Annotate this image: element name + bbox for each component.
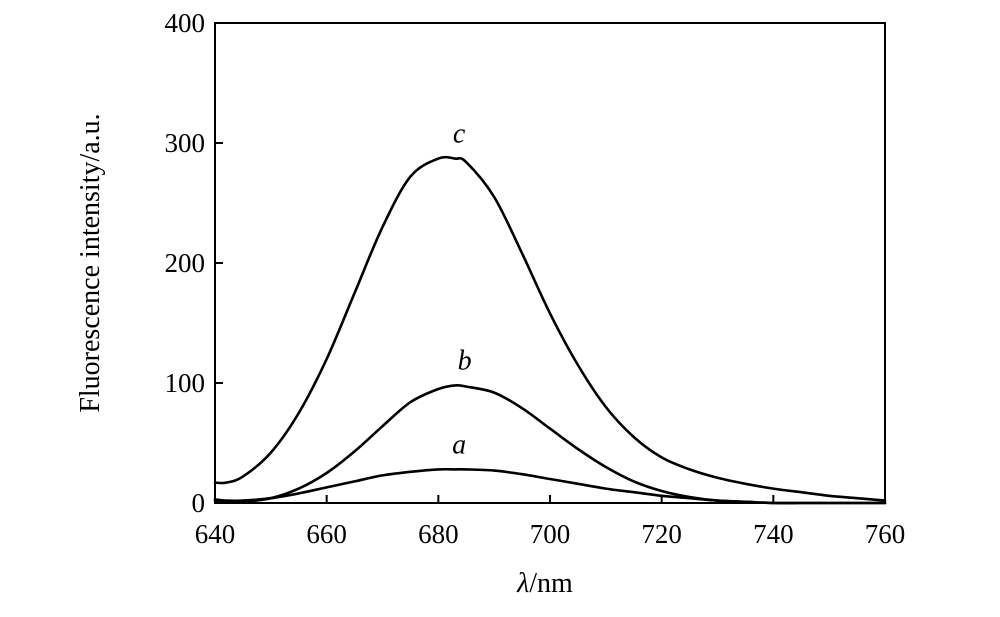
- x-tick-label: 700: [530, 519, 571, 549]
- y-tick-label: 0: [192, 488, 206, 518]
- x-axis-unit: /nm: [529, 568, 573, 599]
- x-tick-label: 680: [418, 519, 459, 549]
- curve-label-a: a: [452, 429, 466, 460]
- series-line-b: [213, 383, 887, 505]
- curve-label-c: c: [453, 119, 466, 150]
- y-axis-title: Fluorescence intensity/a.u.: [75, 113, 106, 412]
- plot-frame: [214, 22, 886, 504]
- x-tick-label: 720: [641, 519, 682, 549]
- y-tick-label: 300: [165, 128, 206, 158]
- y-axis-ticks: 0 100 200 300 400: [165, 8, 223, 518]
- y-tick-label: 400: [165, 8, 206, 38]
- x-tick-label: 640: [195, 519, 236, 549]
- series-line-c: [213, 155, 887, 502]
- y-tick-label: 200: [165, 248, 206, 278]
- x-axis-symbol: λ: [516, 568, 529, 599]
- x-axis-ticks: 640 660 680 700 720 740 760: [195, 495, 906, 549]
- curve-label-b: b: [458, 345, 472, 376]
- curve-labels-group: a b c: [452, 119, 472, 461]
- curves-group: [213, 155, 887, 505]
- x-axis-title: λ/nm: [516, 568, 573, 599]
- y-tick-label: 100: [165, 368, 206, 398]
- x-tick-label: 760: [865, 519, 906, 549]
- x-tick-label: 660: [306, 519, 347, 549]
- x-tick-label: 740: [753, 519, 794, 549]
